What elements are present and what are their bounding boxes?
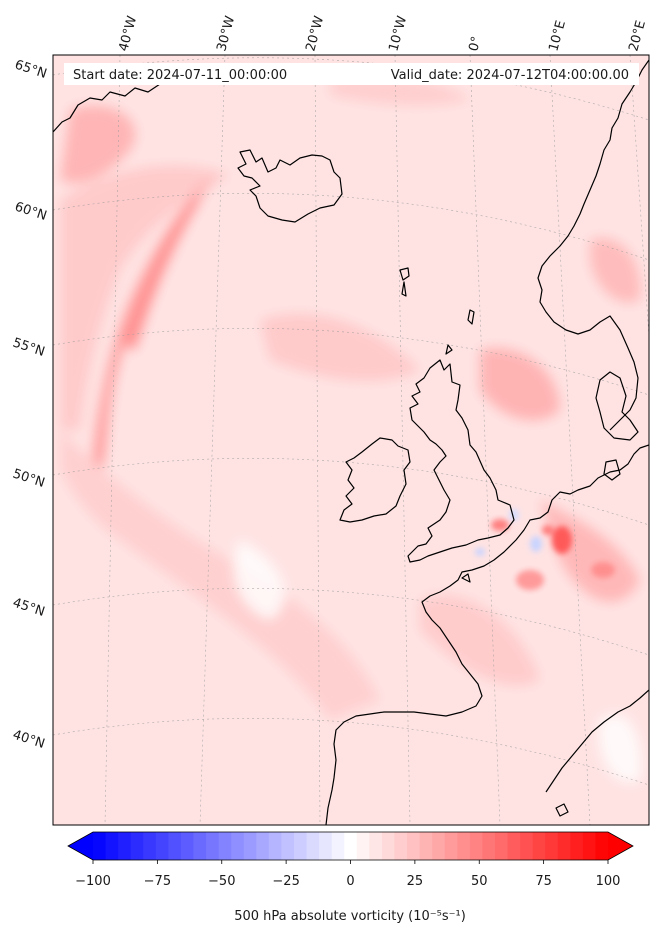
colorbar-segment (369, 832, 383, 860)
meridian-40w (104, 55, 121, 825)
parallel-65n (53, 57, 649, 121)
colorbar-tick-label: −75 (144, 874, 171, 889)
colorbar-tick-label: −100 (75, 874, 111, 889)
lon-label-20w: 20°W (303, 14, 327, 53)
meridian-10w (394, 55, 411, 825)
colorbar-segment (407, 832, 421, 860)
colorbar-label: 500 hPa absolute vorticity (10⁻⁵s⁻¹) (234, 909, 466, 924)
colorbar-segment (143, 832, 157, 860)
colorbar-segment (469, 832, 483, 860)
colorbar-segment (344, 832, 358, 860)
colorbar-segment (520, 832, 534, 860)
colorbar-segment (494, 832, 509, 860)
colorbar: −100 −75 −50 −25 0 25 50 75 100 500 hPa absolute… (67, 831, 634, 924)
colorbar-segment (130, 832, 144, 860)
vorticity-field (60, 76, 641, 782)
colorbar-tick-label: 25 (407, 874, 424, 889)
colorbar-segment (419, 832, 433, 860)
meridian-0 (469, 55, 501, 825)
coast-iceland (237, 149, 343, 223)
lat-label-55n: 55°N (11, 336, 47, 360)
colorbar-segment (444, 832, 458, 860)
colorbar-segment (231, 832, 245, 860)
colorbar-segment (482, 832, 496, 860)
colorbar-segment (193, 832, 207, 860)
map-panel (53, 55, 649, 825)
coast-ireland (339, 437, 411, 523)
colorbar-segment (218, 832, 232, 860)
coast-faroe (399, 267, 410, 281)
lon-label-0: 0° (466, 35, 484, 53)
colorbar-segment (595, 832, 609, 860)
colorbar-segment (432, 832, 446, 860)
coast-norway (537, 59, 649, 431)
lat-label-45n: 45°N (11, 596, 47, 620)
colorbar-segment (293, 832, 308, 860)
colorbar-segment (93, 832, 107, 860)
vorticity-small-scale (475, 509, 615, 590)
lat-label-40n: 40°N (11, 728, 47, 752)
colorbar-segment (507, 832, 521, 860)
colorbar-segment (331, 832, 345, 860)
colorbar-tick-label: 100 (596, 874, 621, 889)
colorbar-segment (457, 832, 471, 860)
colorbar-segment (319, 832, 333, 860)
lat-label-50n: 50°N (11, 467, 47, 491)
colorbar-ticks: −100 −75 −50 −25 0 25 50 75 100 (75, 860, 620, 889)
colorbar-segment (356, 832, 370, 860)
colorbar-tick-label: 75 (535, 874, 552, 889)
parallel-55n (53, 328, 649, 396)
coast-great-britain (407, 359, 515, 563)
colorbar-segment (381, 832, 396, 860)
colorbar-segment (582, 832, 597, 860)
coast-europe (325, 444, 649, 825)
longitude-labels: 40°W 30°W 20°W 10°W 0° 10°E 20°E (116, 14, 649, 53)
colorbar-tick-label: 50 (471, 874, 488, 889)
colorbar-segment (532, 832, 546, 860)
colorbar-segments (93, 832, 609, 860)
latitude-labels: 65°N 60°N 55°N 50°N 45°N 40°N (11, 58, 49, 752)
parallel-40n (53, 718, 649, 786)
colorbar-tick-label: −50 (208, 874, 235, 889)
colorbar-segment (155, 832, 169, 860)
lat-label-65n: 65°N (13, 58, 49, 82)
colorbar-segment (118, 832, 132, 860)
lon-label-10e: 10°E (546, 19, 569, 53)
colorbar-tick-label: −25 (272, 874, 299, 889)
meridian-30w (199, 55, 226, 825)
parallel-50n (53, 458, 649, 526)
colorbar-segment (545, 832, 559, 860)
lat-label-60n: 60°N (13, 200, 49, 224)
colorbar-segment (256, 832, 270, 860)
colorbar-extend-high (608, 832, 633, 860)
colorbar-segment (206, 832, 220, 860)
header-box (64, 63, 639, 85)
coastlines (53, 59, 649, 825)
colorbar-extend-low (68, 832, 93, 860)
colorbar-segment (557, 832, 571, 860)
start-date-label: Start date: 2024-07-11_00:00:00 (73, 68, 287, 83)
lon-label-10w: 10°W (386, 14, 410, 53)
parallel-60n (53, 193, 649, 261)
colorbar-segment (281, 832, 295, 860)
colorbar-segment (180, 832, 195, 860)
colorbar-segment (268, 832, 283, 860)
meridian-20w (314, 55, 321, 825)
graticule (53, 55, 649, 825)
lon-label-40w: 40°W (116, 14, 140, 53)
colorbar-segment (570, 832, 584, 860)
valid-date-label: Valid_date: 2024-07-12T04:00:00.00 (391, 68, 629, 83)
colorbar-segment (306, 832, 320, 860)
lon-label-30w: 30°W (214, 14, 238, 53)
meridian-10e (549, 55, 591, 825)
colorbar-segment (168, 832, 182, 860)
map-frame (52, 54, 650, 826)
colorbar-segment (243, 832, 257, 860)
parallel-45n (53, 588, 649, 656)
colorbar-segment (105, 832, 119, 860)
colorbar-tick-label: 0 (346, 874, 354, 889)
colorbar-segment (394, 832, 408, 860)
lon-label-20e: 20°E (626, 19, 649, 53)
